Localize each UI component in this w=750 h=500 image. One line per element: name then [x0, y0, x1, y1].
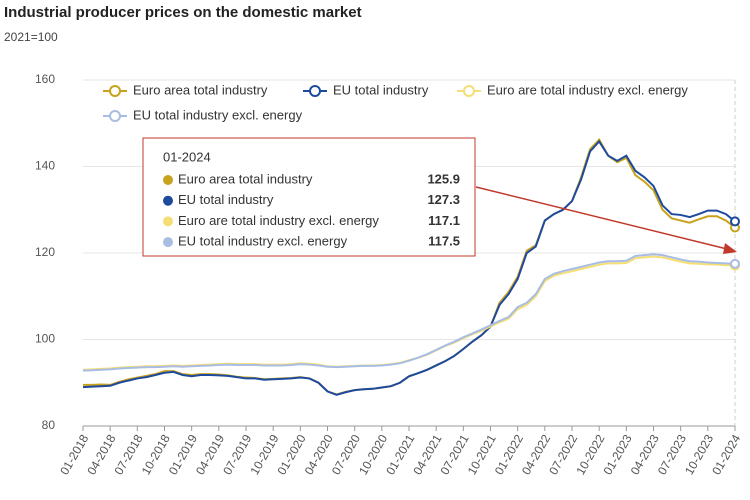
legend-marker [109, 85, 121, 97]
tooltip-value: 117.1 [428, 213, 460, 228]
tooltip: 01-2024 Euro area total industry 125.9 EU … [142, 137, 476, 257]
tooltip-dot [163, 237, 173, 248]
annotation-arrow [475, 186, 737, 254]
tooltip-title: 01-2024 [163, 149, 211, 164]
legend: Euro area total industry EU total industr… [103, 82, 688, 122]
tooltip-value: 117.5 [428, 234, 460, 249]
tooltip-label: EU total industry [178, 192, 274, 207]
point [730, 216, 740, 227]
chart-title: Industrial producer prices on the domest… [4, 4, 362, 21]
tooltip-dot [163, 216, 173, 227]
point [730, 258, 740, 269]
arrow-line [475, 186, 728, 250]
series-line [82, 253, 736, 372]
legend-label: EU total industry excl. energy [133, 107, 303, 122]
legend-label: Euro are total industry excl. energy [487, 82, 688, 97]
tooltip-dot [163, 175, 173, 185]
y-tick-label: 120 [35, 245, 55, 259]
y-tick-label: 160 [35, 72, 55, 86]
legend-marker [309, 85, 321, 97]
tooltip-value: 127.3 [427, 192, 460, 207]
arrow-head [723, 243, 737, 254]
tooltip-box [142, 137, 476, 257]
lines [82, 138, 740, 396]
y-tick-label: 100 [35, 332, 55, 346]
tooltip-label: Euro are total industry excl. energy [178, 213, 379, 228]
tooltip-value: 125.9 [427, 171, 460, 186]
tooltip-dot [163, 195, 173, 206]
tooltip-label: Euro area total industry [178, 171, 313, 186]
tooltip-label: EU total industry excl. energy [178, 234, 348, 249]
legend-marker [463, 85, 475, 97]
grid: 8010012014016001-201804-201807-201810-20… [35, 72, 744, 477]
chart-subtitle: 2021=100 [4, 30, 58, 44]
legend-label: Euro area total industry [133, 82, 268, 97]
legend-label: EU total industry [333, 82, 429, 97]
y-tick-label: 140 [35, 159, 55, 173]
y-tick-label: 80 [42, 418, 56, 432]
series-line [82, 255, 736, 371]
legend-marker [109, 110, 121, 122]
series-line [82, 139, 736, 396]
